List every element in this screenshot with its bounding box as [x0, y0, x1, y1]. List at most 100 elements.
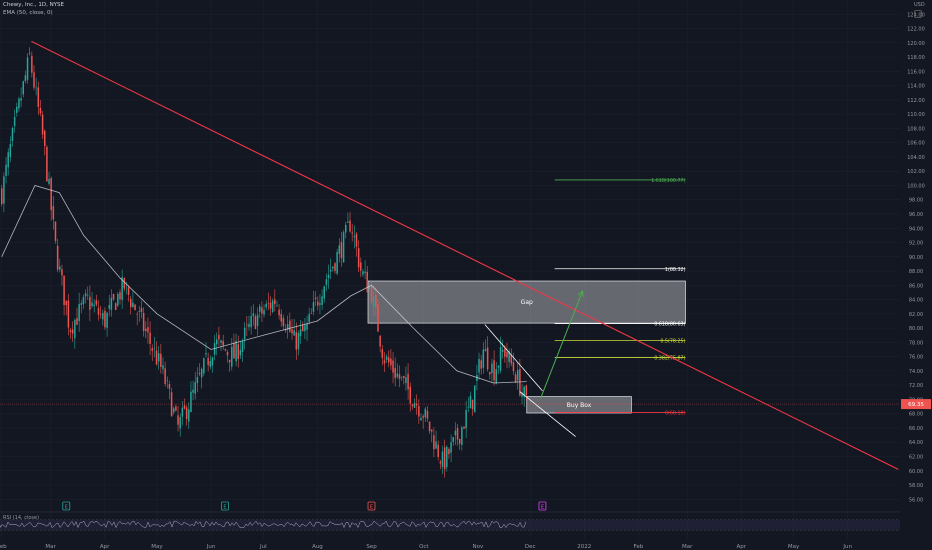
candle-body [381, 349, 384, 358]
candle-body [467, 406, 470, 408]
candle-body [252, 313, 255, 317]
time-axis[interactable]: Feb Mar Apr May Jun Jul Aug Sep Oct Nov Dec 2022 Feb… [0, 544, 852, 550]
candle-body [366, 271, 368, 293]
rsi-legend[interactable]: RSI (14, close) [3, 515, 40, 521]
candle-body [16, 106, 18, 113]
price-tick-label: 110.00 [907, 112, 925, 118]
candle-body [334, 263, 336, 271]
price-tick-label: 94.00 [909, 226, 923, 232]
candle-body [190, 391, 192, 412]
candle-body [265, 303, 267, 308]
rsi-line [0, 520, 527, 529]
candle-body [132, 302, 134, 308]
candle-body [409, 386, 411, 404]
candle-body [46, 146, 48, 182]
candle-body [454, 430, 457, 436]
candle-body [411, 404, 414, 407]
candle-body [336, 251, 338, 274]
earnings-marker-icon [62, 501, 71, 511]
candle-body [78, 304, 80, 322]
candle-body [510, 355, 513, 364]
candle-body [405, 377, 407, 383]
candle-body [443, 447, 446, 470]
candle-body [424, 408, 427, 418]
candle-body [370, 285, 373, 303]
earnings-marker-label: E [370, 504, 373, 510]
candle-body [295, 332, 298, 350]
candle-body [26, 57, 29, 80]
candle-body [117, 294, 119, 306]
candle-body [162, 365, 164, 370]
candle-body [69, 330, 72, 333]
fib-level-label: 0.618(80.63) [654, 322, 685, 328]
price-tick-label: 116.00 [907, 69, 925, 75]
earnings-marker-icon [221, 501, 229, 511]
candle-body [198, 372, 201, 374]
candle-body [403, 376, 405, 379]
currency-label: USD [914, 2, 925, 8]
candle-body [48, 178, 50, 184]
settings-icon[interactable] [914, 10, 922, 18]
candle-body [5, 164, 7, 176]
candle-body [24, 75, 27, 82]
candle-body [276, 305, 278, 306]
symbol-legend[interactable]: Chewy, Inc., 1D, NYSE [3, 2, 65, 8]
candle-body [387, 357, 390, 363]
candle-body [441, 451, 444, 467]
candle-body [377, 304, 379, 332]
candle-body [278, 309, 280, 316]
candle-body [37, 87, 40, 108]
price-tick-label: 58.00 [909, 483, 923, 489]
candle-body [400, 376, 403, 378]
candle-body [514, 374, 517, 383]
candle-body [493, 360, 495, 381]
candle-body [97, 307, 100, 315]
candle-body [469, 395, 472, 409]
candle-body [351, 232, 353, 234]
candle-body [321, 296, 323, 306]
candle-body [362, 271, 364, 275]
candle-body [448, 449, 450, 455]
candle-body [185, 407, 188, 419]
candle-body [291, 329, 293, 334]
candle-body [164, 368, 166, 384]
candle-body [407, 373, 409, 390]
candle-body [224, 349, 227, 351]
candle-body [325, 279, 328, 285]
candle-body [226, 352, 229, 356]
candle-body [228, 359, 231, 363]
candle-body [280, 313, 282, 322]
candle-body [476, 374, 478, 381]
candle-body [271, 300, 274, 312]
ema-legend[interactable]: EMA (50, close, 0) [3, 10, 53, 16]
channel-upper-line [484, 324, 543, 392]
candle-body [484, 349, 487, 352]
candle-body [61, 269, 63, 276]
price-tick-label: 108.00 [907, 126, 925, 132]
candle-body [95, 300, 98, 305]
candle-body [220, 340, 222, 343]
candle-body [86, 294, 89, 296]
price-tick-label: 98.00 [909, 198, 923, 204]
candle-body [166, 380, 169, 381]
price-tick-label: 96.00 [909, 212, 923, 218]
candle-body [155, 350, 158, 365]
price-tick-label: 88.00 [909, 269, 923, 275]
candle-body [74, 319, 76, 339]
candle-body [205, 353, 207, 355]
candle-body [84, 293, 87, 297]
candle-body [471, 399, 474, 410]
price-tick-label: 124.00 [907, 12, 925, 18]
candle-body [11, 127, 14, 142]
candle-body [521, 392, 523, 397]
time-tick-label: Dec [525, 544, 536, 550]
time-tick-label: 2022 [577, 544, 591, 550]
earnings-marker-label: E [541, 504, 544, 510]
candle-body [465, 409, 467, 429]
candle-body [301, 324, 304, 332]
candle-body [478, 358, 480, 373]
candle-body [452, 437, 454, 442]
candle-body [157, 353, 160, 362]
